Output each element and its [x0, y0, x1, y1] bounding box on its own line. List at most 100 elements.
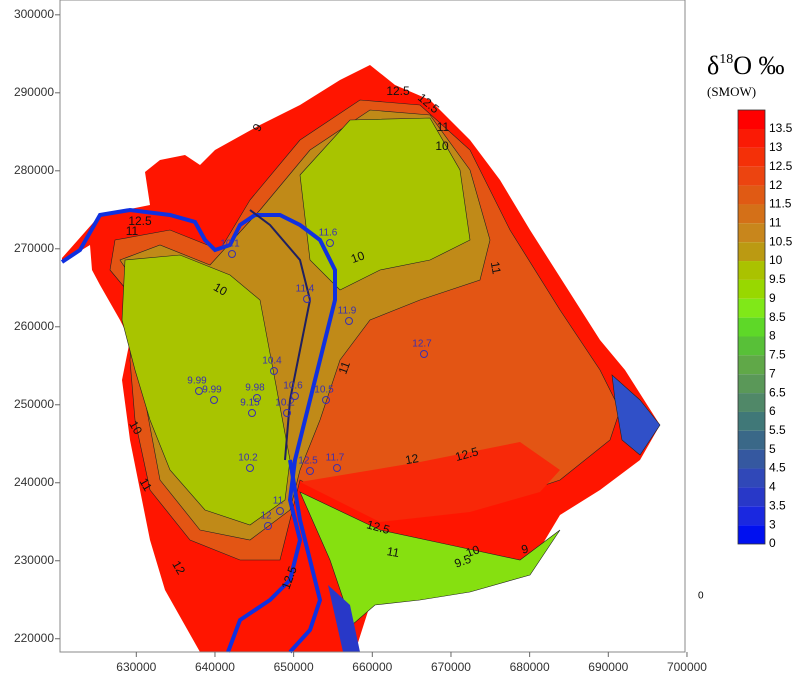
legend-label: 3: [769, 517, 776, 531]
sample-point: [322, 396, 330, 404]
legend-label: 6.5: [769, 385, 786, 399]
y-tick-label: 220000: [14, 631, 54, 645]
legend-band: [738, 487, 765, 507]
legend-label: 4.5: [769, 461, 786, 475]
legend-frame: [737, 109, 766, 545]
legend-band: [738, 525, 765, 544]
contour-label: 12.5: [365, 517, 391, 537]
map-fill: [60, 65, 661, 654]
sample-point: [420, 350, 428, 358]
contour-label: 10: [126, 418, 145, 437]
contour-label: 11: [488, 261, 504, 276]
sample-label: 12: [260, 511, 272, 522]
legend-label: 9.5: [769, 272, 786, 286]
legend-label: 11: [769, 215, 782, 229]
legend-band: [738, 449, 765, 469]
legend-title: δ18O ‰: [707, 51, 785, 80]
x-tick-label: 690000: [588, 660, 628, 674]
zone-yellow-green-w: [121, 254, 291, 526]
sample-label: 11.6: [319, 228, 338, 239]
contour-label: 12.5: [454, 444, 480, 464]
y-tick-label: 270000: [14, 241, 54, 255]
legend-label: 5: [769, 442, 776, 456]
legend-band: [738, 223, 765, 243]
y-tick-label: 280000: [14, 163, 54, 177]
sample-point: [253, 394, 261, 402]
zone-red-se: [300, 442, 560, 522]
x-tick-label: 700000: [667, 660, 707, 674]
sample-label: 10.6: [283, 381, 303, 392]
corner-text: 0: [698, 591, 704, 602]
x-tick-label: 640000: [195, 660, 235, 674]
legend-label: 12.5: [769, 159, 793, 173]
legend-label: 7: [769, 366, 776, 380]
sample-label: 11: [273, 496, 284, 507]
legend-label: 7.5: [769, 348, 786, 362]
contour-label: 11: [336, 359, 354, 376]
legend-label: 3.5: [769, 498, 786, 512]
sample-point: [264, 522, 272, 530]
sample-label: 10.5: [314, 385, 334, 396]
contour-label: 10: [435, 139, 449, 153]
legend-label: 0: [769, 536, 776, 550]
legend-label: 12: [769, 178, 783, 192]
sample-point: [248, 409, 256, 417]
legend-band: [738, 336, 765, 356]
sample-label: 9.98: [245, 383, 265, 394]
legend-band: [738, 242, 765, 262]
legend-title-rest: O ‰: [733, 51, 784, 80]
legend-band: [738, 317, 765, 337]
contour-label: 11: [126, 224, 139, 238]
sample-label: 9.15: [240, 398, 260, 409]
sample-point: [246, 464, 254, 472]
zone-yellow-green-ne: [299, 117, 471, 291]
contour-label: 10: [464, 542, 482, 560]
sample-label: 12.7: [412, 339, 432, 350]
x-tick-label: 680000: [510, 660, 550, 674]
legend-label: 13: [769, 140, 783, 154]
legend-label: 10: [769, 253, 783, 267]
legend-label: 9: [769, 291, 776, 305]
legend-band: [738, 393, 765, 412]
zone-blue-south: [328, 585, 360, 652]
legend-label: 8.5: [769, 310, 786, 324]
legend-title-superscript: 18: [719, 52, 733, 67]
legend-band: [738, 468, 765, 488]
legend-band: [738, 430, 765, 450]
x-tick-label: 670000: [431, 660, 471, 674]
legend-band: [738, 185, 765, 205]
sample-point: [195, 387, 203, 395]
contour-label: 11: [437, 120, 450, 134]
sample-point: [291, 392, 299, 400]
legend-title-symbol: δ: [707, 51, 719, 80]
legend-label: 8: [769, 329, 776, 343]
y-tick-label: 240000: [14, 475, 54, 489]
sample-point: [326, 239, 334, 247]
y-tick-label: 290000: [14, 85, 54, 99]
sample-label: 10.1: [220, 239, 240, 250]
legend-band: [738, 110, 765, 129]
y-tick-label: 230000: [14, 553, 54, 567]
sample-point: [283, 409, 291, 417]
legend-band: [738, 166, 765, 186]
legend-band: [738, 298, 765, 318]
legend-label: 5.5: [769, 423, 786, 437]
contour-label: 12.5: [386, 84, 410, 98]
legend-label: 13.5: [769, 121, 793, 135]
sample-label: 9.99: [202, 385, 222, 396]
zone-blue-east: [611, 374, 661, 456]
river: [288, 459, 323, 654]
legend-band: [738, 204, 765, 224]
legend-label: 6: [769, 404, 776, 418]
sample-label: 10.2: [238, 453, 258, 464]
sample-point: [276, 507, 284, 515]
legend-band: [738, 374, 765, 394]
contour-label: 10: [211, 280, 230, 299]
sample-label: 11.9: [338, 306, 357, 317]
sample-label: 12.5: [298, 456, 318, 467]
contour-label: 11: [386, 544, 401, 560]
sample-label: 11.4: [296, 284, 315, 295]
contour-label: 9.5: [452, 552, 473, 571]
legend-band: [738, 147, 765, 167]
